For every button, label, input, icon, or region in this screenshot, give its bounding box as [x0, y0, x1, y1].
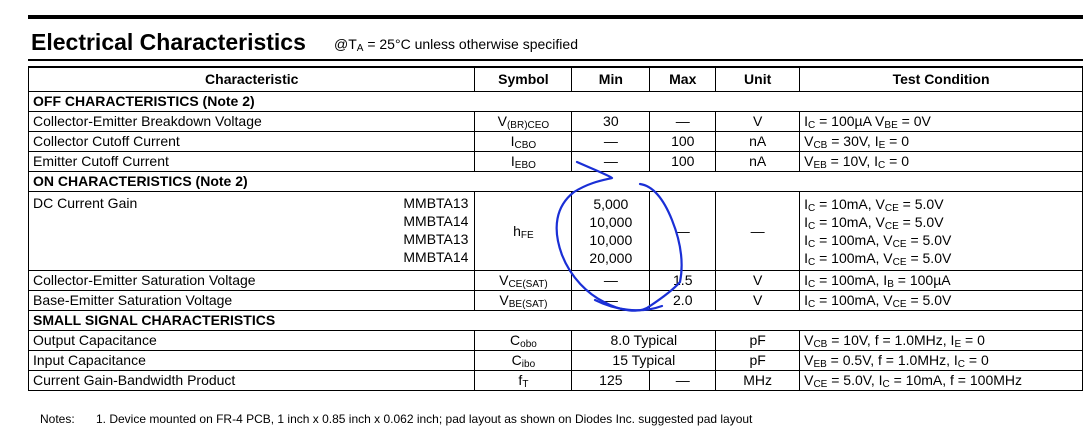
- characteristic-name: Input Capacitance: [27, 350, 476, 371]
- symbol-cell: IEBO: [474, 151, 573, 172]
- symbol-cell: hFE: [474, 191, 573, 271]
- symbol-cell: V(BR)CEO: [474, 111, 573, 132]
- unit-value: V: [715, 270, 801, 291]
- section-row-on: ON CHARACTERISTICS (Note 2): [28, 171, 1083, 192]
- test-condition: IC = 100µA VBE = 0V: [799, 111, 1083, 132]
- test-condition: VEB = 10V, IC = 0: [799, 151, 1083, 172]
- max-value: 1.5: [649, 270, 717, 291]
- unit-value: MHz: [715, 370, 801, 391]
- min-value: —: [571, 290, 651, 311]
- max-value: 100: [649, 131, 717, 152]
- characteristic-name: Collector Cutoff Current: [27, 131, 476, 152]
- notes-label: Notes:: [40, 412, 75, 426]
- header-max: Max: [649, 66, 717, 92]
- max-value: —: [649, 370, 717, 391]
- note-item: 1. Device mounted on FR-4 PCB, 1 inch x …: [96, 412, 753, 426]
- min-value: —: [571, 270, 651, 291]
- typical-value: 8.0 Typical: [571, 330, 717, 351]
- section-label: ON CHARACTERISTICS (Note 2): [28, 171, 1083, 192]
- top-rule: [28, 15, 1083, 19]
- table-row-dc-current-gain: DC Current Gain MMBTA13 MMBTA14 MMBTA13 …: [27, 191, 1083, 271]
- test-condition: VCB = 10V, f = 1.0MHz, IE = 0: [799, 330, 1083, 351]
- header-unit: Unit: [715, 66, 801, 92]
- part-number: MMBTA14: [403, 213, 469, 229]
- min-value: 10,000: [589, 214, 633, 230]
- unit-value: nA: [715, 131, 801, 152]
- table-row: Input Capacitance Cibo 15 Typical pF VEB = 0…: [27, 350, 1083, 371]
- unit-value: V: [715, 111, 801, 132]
- header-characteristic: Characteristic: [27, 66, 476, 92]
- symbol-cell: VCE(SAT): [474, 270, 573, 291]
- table-row: Collector-Emitter Saturation Voltage VCE(…: [27, 270, 1083, 291]
- electrical-characteristics-table: Characteristic Symbol Min Max Unit Test …: [27, 66, 1083, 391]
- section-label: SMALL SIGNAL CHARACTERISTICS: [28, 310, 1083, 331]
- unit-value: pF: [715, 350, 801, 371]
- symbol-cell: fT: [474, 370, 573, 391]
- table-row: Output Capacitance Cobo 8.0 Typical pF VCB =…: [27, 330, 1083, 351]
- symbol-cell: Cibo: [474, 350, 573, 371]
- symbol-cell: Cobo: [474, 330, 573, 351]
- notes: Notes: 1. Device mounted on FR-4 PCB, 1 i…: [40, 412, 752, 426]
- max-value: 100: [649, 151, 717, 172]
- characteristic-cell: DC Current Gain MMBTA13 MMBTA14 MMBTA13 …: [27, 191, 476, 271]
- page-title: Electrical Characteristics: [31, 29, 306, 55]
- part-number: MMBTA13: [403, 231, 469, 247]
- min-value: —: [571, 131, 651, 152]
- characteristic-name: Collector-Emitter Saturation Voltage: [27, 270, 476, 291]
- part-number: MMBTA14: [403, 249, 469, 265]
- symbol-cell: ICBO: [474, 131, 573, 152]
- min-value: —: [571, 151, 651, 172]
- min-value: 5,000: [593, 196, 629, 212]
- max-value: —: [649, 111, 717, 132]
- test-condition: IC = 100mA, IB = 100µA: [799, 270, 1083, 291]
- test-condition-line: IC = 10mA, VCE = 5.0V: [804, 196, 944, 214]
- symbol-cell: VBE(SAT): [474, 290, 573, 311]
- characteristic-name: Output Capacitance: [27, 330, 476, 351]
- unit-value: V: [715, 290, 801, 311]
- header-symbol: Symbol: [474, 66, 573, 92]
- test-condition: VCE = 5.0V, IC = 10mA, f = 100MHz: [799, 370, 1083, 391]
- table-row: Collector-Emitter Breakdown Voltage V(BR)…: [27, 111, 1083, 132]
- header-min: Min: [571, 66, 651, 92]
- part-number: MMBTA13: [403, 195, 469, 211]
- table-row: Current Gain-Bandwidth Product fT 125— MHz V…: [27, 370, 1083, 391]
- min-value: 10,000: [589, 232, 633, 248]
- unit-value: nA: [715, 151, 801, 172]
- min-value: 125: [571, 370, 651, 391]
- characteristic-name: Base-Emitter Saturation Voltage: [27, 290, 476, 311]
- test-condition: IC = 100mA, VCE = 5.0V: [799, 290, 1083, 311]
- test-condition-line: IC = 10mA, VCE = 5.0V: [804, 214, 944, 232]
- title-condition: @TA = 25°C unless otherwise specified: [334, 36, 578, 54]
- min-value: 20,000: [589, 250, 633, 266]
- table-row: Base-Emitter Saturation Voltage VBE(SAT) —…: [27, 290, 1083, 311]
- section-label: OFF CHARACTERISTICS (Note 2): [28, 91, 1083, 112]
- part-number-list: MMBTA13 MMBTA14 MMBTA13 MMBTA14: [403, 194, 468, 266]
- typical-value: 15 Typical: [571, 350, 717, 371]
- test-condition: VCB = 30V, IE = 0: [799, 131, 1083, 152]
- test-condition-line: IC = 100mA, VCE = 5.0V: [804, 250, 952, 268]
- title-rule: [28, 59, 1083, 61]
- unit-cell: —: [715, 191, 801, 271]
- characteristic-name: Collector-Emitter Breakdown Voltage: [27, 111, 476, 132]
- max-cell: —: [649, 191, 717, 271]
- max-value: 2.0: [649, 290, 717, 311]
- section-row-off: OFF CHARACTERISTICS (Note 2): [28, 91, 1083, 112]
- header-test-condition: Test Condition: [799, 66, 1083, 92]
- characteristic-name: DC Current Gain: [33, 195, 138, 211]
- test-condition-cell: IC = 10mA, VCE = 5.0V IC = 10mA, VCE = 5.…: [799, 191, 1083, 271]
- characteristic-name: Current Gain-Bandwidth Product: [27, 370, 476, 391]
- test-condition: VEB = 0.5V, f = 1.0MHz, IC = 0: [799, 350, 1083, 371]
- section-row-small-signal: SMALL SIGNAL CHARACTERISTICS: [28, 310, 1083, 331]
- table-header-row: Characteristic Symbol Min Max Unit Test …: [27, 66, 1083, 92]
- table-row: Collector Cutoff Current ICBO —100 nA VCB = …: [27, 131, 1083, 152]
- unit-value: pF: [715, 330, 801, 351]
- characteristic-name: Emitter Cutoff Current: [27, 151, 476, 172]
- test-condition-line: IC = 100mA, VCE = 5.0V: [804, 232, 952, 250]
- min-value: 30: [571, 111, 651, 132]
- table-row: Emitter Cutoff Current IEBO —100 nA VEB = 10…: [27, 151, 1083, 172]
- min-cell: 5,000 10,000 10,000 20,000: [571, 191, 651, 271]
